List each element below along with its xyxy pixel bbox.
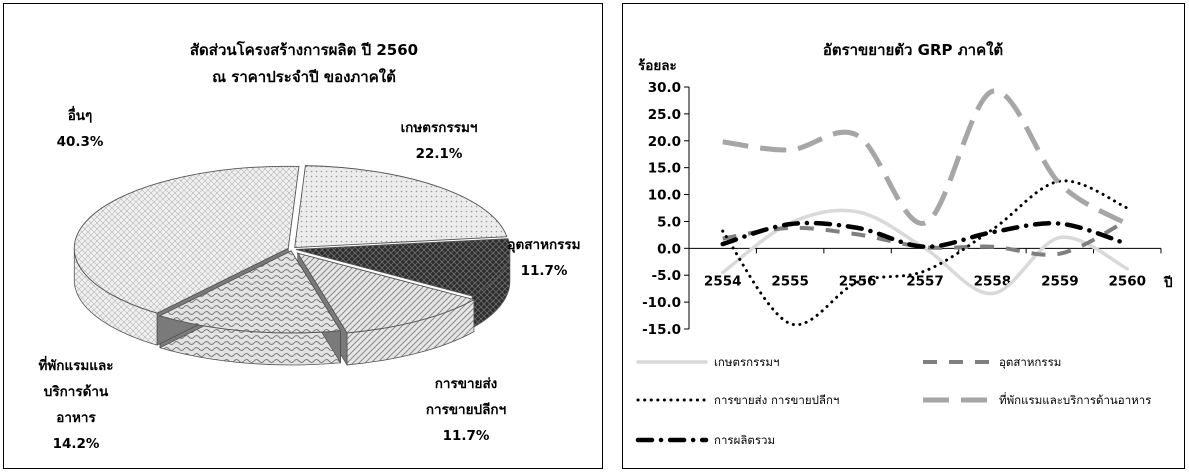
legend-label: การขายส่ง การขายปลีกฯ (714, 393, 839, 407)
series-lines (720, 88, 1130, 327)
x-tick-label: 2559 (1041, 273, 1079, 289)
pie-slice-name-label: เกษตรกรรมฯ (401, 120, 478, 136)
series-line (721, 179, 1129, 327)
y-tick-label: 15.0 (648, 161, 681, 177)
y-tick-label: -10.0 (642, 295, 681, 311)
x-axis-label: ปี (1163, 275, 1173, 291)
legend-label: อุตสาหกรรม (999, 355, 1061, 369)
pie-labels: เกษตรกรรมฯ 22.1% อุตสาหกรรม 11.7% การขายส่งก… (38, 105, 580, 452)
pie-slice (295, 238, 511, 297)
y-tick-label: -5.0 (651, 268, 681, 284)
y-tick-label: 30.0 (648, 80, 681, 96)
legend-label: การผลิตรวม (714, 433, 775, 447)
pie-slice-name-label: การขายส่ง (435, 376, 498, 392)
y-tick-label: -15.0 (642, 322, 681, 338)
y-tick-label: 5.0 (657, 214, 681, 230)
line-chart: อัตราขยายตัว GRP ภาคใต้ ร้อยละ ปี 30.0 25… (635, 41, 1173, 447)
pie-slice-value-label: 40.3% (57, 134, 104, 150)
axes: 30.0 25.0 20.0 15.0 10.0 5.0 0.0 -5.0 -10.0 -15.0… (642, 80, 1162, 338)
pie-slice-value-label: 22.1% (416, 146, 463, 162)
x-tick-label: 2557 (906, 273, 944, 289)
pie-title-line2: ณ ราคาประจำปี ของภาคใต้ (212, 68, 396, 86)
x-tick-label: 2555 (771, 273, 809, 289)
line-chart-panel: อัตราขยายตัว GRP ภาคใต้ ร้อยละ ปี 30.0 25… (622, 3, 1185, 469)
series-line (720, 220, 1130, 249)
series-line (722, 88, 1129, 227)
x-tick-label: 2558 (974, 273, 1012, 289)
pie-chart-panel: สัดส่วนโครงสร้างการผลิต ปี 2560 ณ ราคาปร… (3, 3, 603, 469)
pie-slice (73, 165, 300, 314)
pie-slice-name-label: ที่พักแรมและ (38, 355, 113, 374)
y-tick-label: 0.0 (657, 241, 681, 257)
pie-slice-name-label: การขายปลีกฯ (426, 402, 507, 418)
legend-label: ที่พักแรมและบริการด้านอาหาร (999, 392, 1151, 407)
x-tick-label: 2554 (704, 273, 742, 289)
y-tick-label: 10.0 (648, 188, 681, 204)
series-line (722, 218, 1129, 257)
y-tick-label: 20.0 (648, 134, 681, 150)
legend-label: เกษตรกรรมฯ (714, 355, 779, 369)
pie-slice (158, 250, 342, 334)
pie-chart: สัดส่วนโครงสร้างการผลิต ปี 2560 ณ ราคาปร… (38, 40, 580, 452)
line-chart-title: อัตราขยายตัว GRP ภาคใต้ (823, 41, 1003, 59)
x-tick-label: 2560 (1108, 273, 1146, 289)
pie-title-line1: สัดส่วนโครงสร้างการผลิต ปี 2560 (190, 40, 418, 59)
y-tick-label: 25.0 (648, 107, 681, 123)
pie-slice-name-label: อาหาร (56, 410, 96, 426)
y-axis-label: ร้อยละ (638, 58, 677, 74)
pie-slice-name-label: บริการด้าน (44, 384, 109, 400)
pie-slice-value-label: 11.7% (443, 428, 490, 444)
pie-slice-value-label: 11.7% (521, 263, 568, 279)
pie-slice (294, 165, 508, 249)
pie-slice-value-label: 14.2% (53, 436, 100, 452)
pie-slice (296, 252, 476, 334)
pie-slice-name-label: อุตสาหกรรม (507, 237, 580, 253)
pie-slices (73, 165, 511, 334)
pie-slice-name-label: อื่นๆ (68, 105, 93, 124)
